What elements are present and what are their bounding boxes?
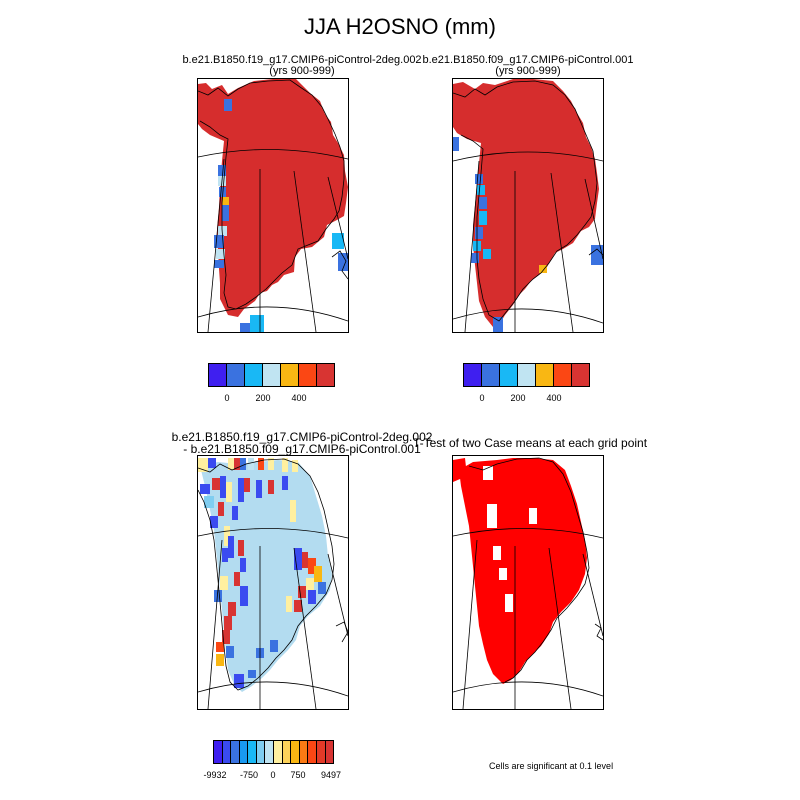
colorbar-swatch	[265, 741, 275, 763]
colorbar-label: 9497	[320, 770, 342, 780]
colorbar-swatch	[291, 741, 300, 763]
panel-title: b.e21.B1850.f19_g17.CMIP6-piControl-2deg…	[182, 54, 422, 66]
colorbar-swatch	[299, 741, 309, 763]
greenland-significance-map	[453, 457, 603, 709]
significance-note: Cells are significant at 0.1 level	[489, 761, 614, 771]
colorbar-swatch	[248, 741, 257, 763]
greenland-difference-map	[198, 458, 348, 709]
difference-colorbar	[213, 740, 334, 764]
colorbar-swatch	[536, 364, 554, 386]
colorbar-swatch	[209, 364, 227, 386]
colorbar-label: -9932	[203, 770, 227, 780]
colorbar-label: 200	[255, 393, 271, 403]
colorbar-label: 0	[270, 770, 276, 780]
colorbar-swatch	[317, 364, 334, 386]
colorbar-swatch	[222, 741, 232, 763]
snow-colorbar	[208, 363, 335, 387]
panel-title: b.e21.B1850.f19_g17.CMIP6-piControl-2deg…	[171, 430, 433, 444]
colorbar-swatch	[464, 364, 482, 386]
colorbar-swatch	[554, 364, 572, 386]
greenland-map	[453, 79, 603, 332]
colorbar-label: 750	[290, 770, 306, 780]
colorbar-swatch	[231, 741, 240, 763]
colorbar-swatch	[316, 741, 326, 763]
colorbar-swatch	[518, 364, 536, 386]
difference-map-panel	[197, 455, 349, 710]
colorbar-swatch	[325, 741, 334, 763]
snow-map-panel	[452, 78, 604, 333]
colorbar-label: 400	[291, 393, 307, 403]
colorbar-swatch	[245, 364, 263, 386]
colorbar-swatch	[299, 364, 317, 386]
colorbar-swatch	[214, 741, 223, 763]
colorbar-label: 200	[510, 393, 526, 403]
colorbar-swatch	[227, 364, 245, 386]
colorbar-swatch	[263, 364, 281, 386]
page-title: JJA H2OSNO (mm)	[304, 14, 496, 39]
panel-title: T-Test of two Case means at each grid po…	[412, 436, 648, 450]
colorbar-swatch	[281, 364, 299, 386]
greenland-map	[198, 79, 348, 332]
colorbar-swatch	[282, 741, 292, 763]
colorbar-swatch	[274, 741, 283, 763]
colorbar-label: 0	[224, 393, 230, 403]
colorbar-swatch	[256, 741, 266, 763]
colorbar-label: -750	[239, 770, 259, 780]
colorbar-label: 0	[479, 393, 485, 403]
colorbar-swatch	[572, 364, 589, 386]
colorbar-label: 400	[546, 393, 562, 403]
panel-subtitle: (yrs 900-999)	[495, 65, 561, 77]
significance-map-panel	[452, 455, 604, 710]
colorbar-swatch	[308, 741, 317, 763]
colorbar-swatch	[500, 364, 518, 386]
panel-subtitle: (yrs 900-999)	[269, 65, 335, 77]
snow-colorbar	[463, 363, 590, 387]
panel-subtitle: - b.e21.B1850.f09_g17.CMIP6-piControl.00…	[183, 442, 421, 456]
snow-map-panel	[197, 78, 349, 333]
colorbar-swatch	[239, 741, 249, 763]
colorbar-swatch	[482, 364, 500, 386]
panel-title: b.e21.B1850.f09_g17.CMIP6-piControl.001	[422, 54, 634, 66]
